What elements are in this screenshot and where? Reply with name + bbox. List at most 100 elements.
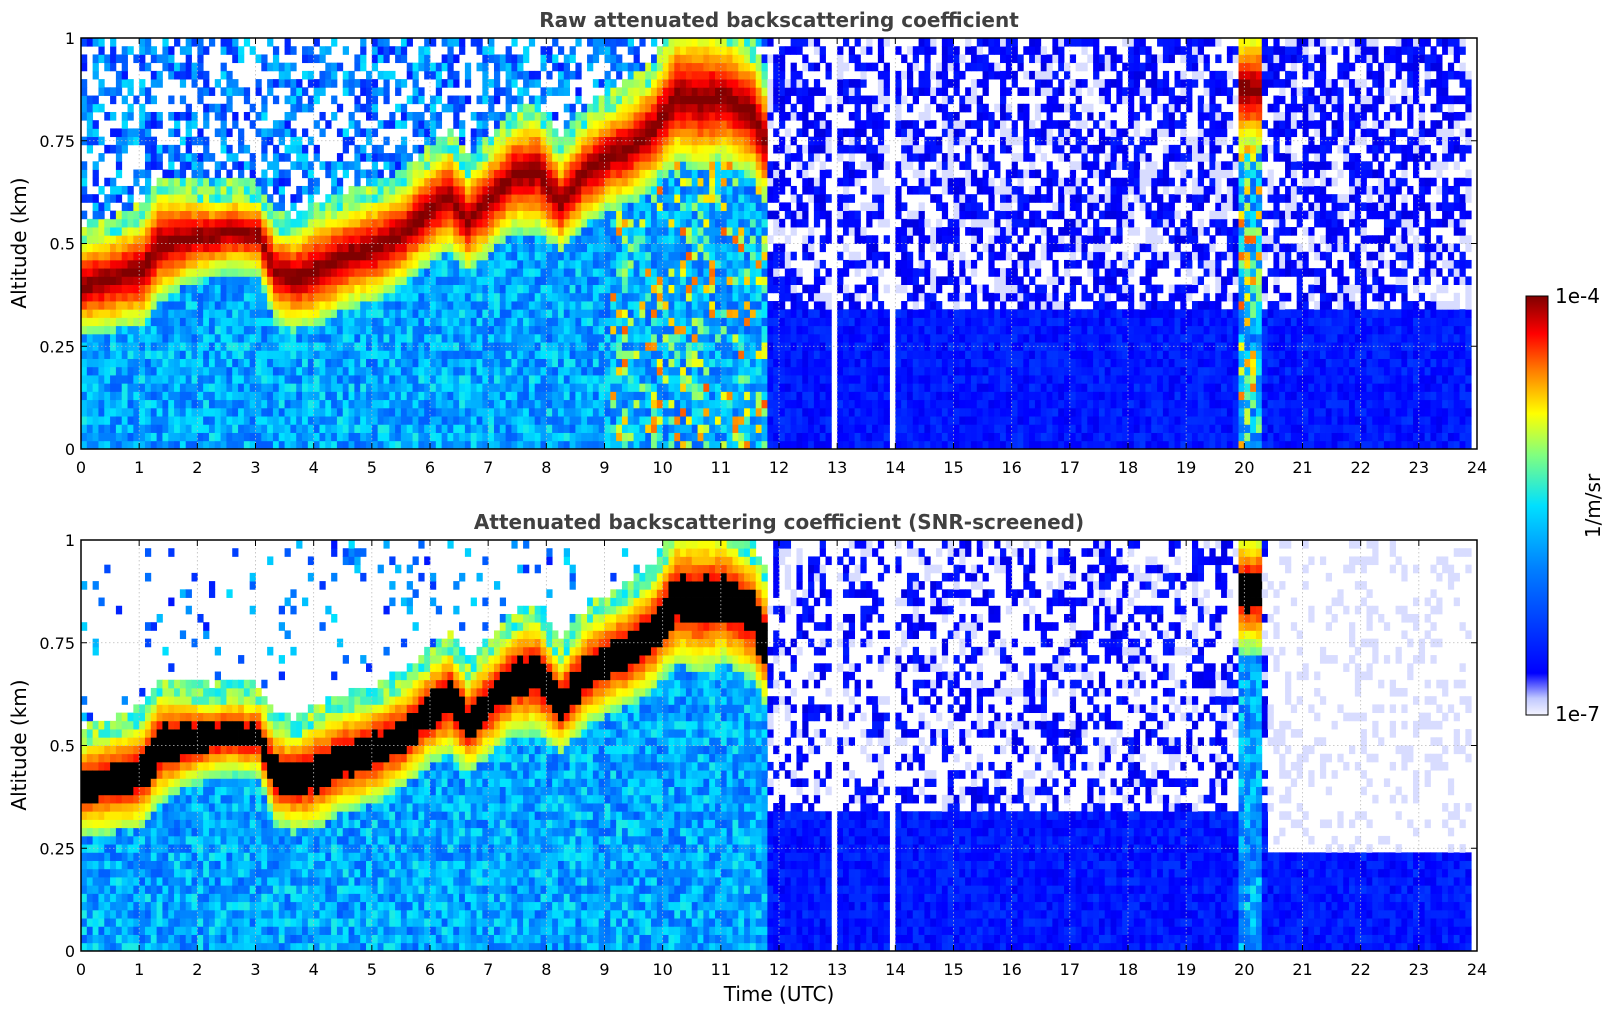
panel-raw-cell bbox=[569, 70, 576, 80]
panel-raw-cell bbox=[639, 366, 646, 376]
panel-raw-cell bbox=[174, 333, 181, 343]
panel-raw-cell bbox=[336, 358, 344, 368]
panel-raw-cell bbox=[336, 251, 344, 261]
panel-raw-cell bbox=[278, 235, 285, 244]
panel-raw-cell bbox=[493, 325, 501, 335]
panel-raw-cell bbox=[459, 284, 466, 294]
panel-raw-cell bbox=[563, 292, 570, 302]
panel-raw-cell bbox=[651, 325, 658, 335]
panel-raw-cell bbox=[267, 284, 274, 294]
panel-raw-cell bbox=[261, 350, 268, 359]
panel-raw-cell bbox=[575, 185, 582, 195]
panel-raw-cell bbox=[575, 342, 582, 351]
panel-raw-cell bbox=[645, 202, 652, 212]
panel-raw-cell bbox=[674, 350, 681, 359]
panel-raw-cell bbox=[249, 120, 256, 129]
panel-raw-cell bbox=[232, 202, 239, 212]
panel-raw-cell bbox=[639, 120, 646, 129]
panel-raw-cell bbox=[133, 268, 140, 277]
panel-raw-cell bbox=[366, 103, 373, 113]
panel-raw-cell bbox=[691, 309, 698, 318]
panel-raw-cell bbox=[581, 391, 588, 401]
panel-raw-cell bbox=[540, 120, 547, 129]
panel-raw-cell bbox=[604, 375, 611, 384]
panel-raw-cell bbox=[232, 120, 239, 129]
panel-raw-cell bbox=[616, 342, 623, 351]
panel-raw-cell bbox=[587, 432, 594, 442]
panel-raw-cell bbox=[395, 440, 402, 450]
panel-raw-cell bbox=[377, 301, 384, 310]
panel-raw-cell bbox=[482, 243, 489, 253]
panel-raw-cell bbox=[499, 407, 507, 417]
panel-raw-cell bbox=[493, 276, 501, 285]
panel-raw-cell bbox=[208, 375, 216, 384]
panel-raw-cell bbox=[383, 202, 390, 212]
panel-raw-cell bbox=[412, 251, 419, 261]
panel-raw-cell bbox=[610, 301, 617, 310]
panel-raw-cell bbox=[523, 54, 530, 64]
panel-raw-cell bbox=[214, 301, 221, 310]
panel-raw-cell bbox=[738, 375, 745, 384]
panel-raw-cell bbox=[499, 153, 507, 162]
panel-raw-cell bbox=[371, 161, 379, 170]
panel-raw-cell bbox=[243, 259, 251, 269]
panel-raw-cell bbox=[598, 424, 605, 433]
panel-raw-cell bbox=[621, 292, 629, 302]
panel-raw-cell bbox=[197, 268, 204, 277]
panel-raw-cell bbox=[104, 144, 111, 154]
panel-raw-cell bbox=[470, 375, 477, 384]
panel-raw-cell bbox=[557, 391, 565, 401]
panel-raw-cell bbox=[214, 103, 221, 113]
panel-raw-cell bbox=[430, 169, 437, 179]
panel-raw-cell bbox=[92, 227, 99, 236]
panel-raw-cell bbox=[720, 251, 728, 261]
panel-raw-cell bbox=[92, 103, 99, 113]
panel-raw-cell bbox=[331, 111, 338, 121]
panel-raw-cell bbox=[203, 358, 210, 368]
panel-raw-cell bbox=[406, 440, 413, 450]
panel-raw-cell bbox=[348, 161, 355, 170]
panel-raw-cell bbox=[651, 169, 658, 179]
panel-raw-cell bbox=[121, 432, 128, 442]
panel-raw-cell bbox=[482, 128, 489, 138]
panel-raw-cell bbox=[406, 407, 413, 417]
panel-raw-cell bbox=[645, 243, 652, 253]
panel-raw-cell bbox=[534, 177, 541, 187]
panel-raw-cell bbox=[680, 416, 687, 425]
panel-raw-cell bbox=[307, 284, 315, 294]
panel-raw-cell bbox=[697, 128, 704, 138]
panel-raw-cell bbox=[133, 54, 140, 64]
panel-raw-cell bbox=[511, 440, 518, 450]
panel-raw-cell bbox=[191, 399, 198, 409]
panel-raw-cell bbox=[185, 70, 192, 80]
panel-raw-cell bbox=[476, 38, 483, 47]
panel-raw-cell bbox=[383, 136, 390, 146]
panel-raw-cell bbox=[214, 276, 221, 285]
panel-raw-cell bbox=[685, 375, 693, 384]
panel-raw-cell bbox=[412, 407, 419, 417]
panel-raw-cell bbox=[179, 153, 187, 162]
panel-raw-cell bbox=[243, 177, 251, 187]
panel-raw-cell bbox=[389, 309, 396, 318]
panel-raw-cell bbox=[214, 128, 221, 138]
panel-raw-cell bbox=[290, 227, 297, 236]
panel-raw-cell bbox=[476, 309, 483, 318]
panel-raw-cell bbox=[691, 194, 698, 203]
panel-raw-cell bbox=[418, 276, 425, 285]
panel-raw-cell bbox=[325, 276, 332, 285]
panel-raw-cell bbox=[302, 128, 309, 138]
panel-raw-cell bbox=[575, 268, 582, 277]
panel-raw-cell bbox=[685, 284, 693, 294]
panel-raw-cell bbox=[214, 111, 221, 121]
panel-raw-cell bbox=[523, 366, 530, 376]
panel-raw-cell bbox=[732, 103, 739, 113]
panel-raw-cell bbox=[720, 317, 728, 327]
panel-raw-cell bbox=[395, 366, 402, 376]
panel-raw-cell bbox=[563, 103, 570, 113]
panel-raw-cell bbox=[348, 87, 355, 96]
panel-raw-cell bbox=[400, 194, 408, 203]
panel-raw-cell bbox=[214, 358, 221, 368]
panel-raw-cell bbox=[493, 194, 501, 203]
panel-raw-cell bbox=[185, 38, 192, 47]
panel-raw-cell bbox=[470, 399, 477, 409]
